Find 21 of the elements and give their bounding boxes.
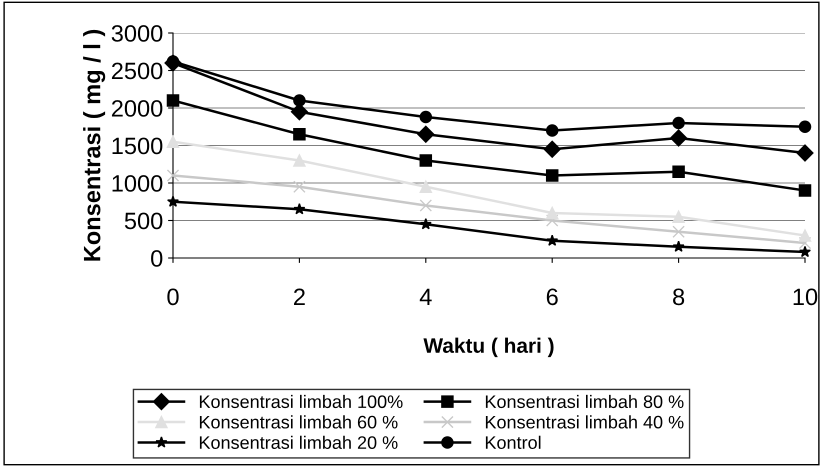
- x-tick-label: 6: [546, 288, 558, 306]
- x-tick-label: 4: [420, 288, 432, 305]
- legend-label: Kontrol: [486, 436, 540, 449]
- legend-label: Konsentrasi limbah 40 %: [486, 415, 684, 429]
- x-axis-title: Waktu ( hari ): [423, 338, 554, 358]
- y-tick-label: 3000: [112, 25, 162, 42]
- x-tick-label: 2: [294, 288, 305, 305]
- y-tick-label: 1000: [112, 175, 162, 192]
- legend-label: Konsentrasi limbah 60 %: [200, 415, 398, 429]
- y-tick-label: 0: [151, 250, 162, 267]
- x-tick-label: 10: [794, 288, 818, 306]
- y-tick-label: 1500: [112, 138, 162, 154]
- legend-label: Konsentrasi limbah 20 %: [200, 436, 398, 449]
- y-axis-title: Konsentrasi ( mg / l ): [83, 30, 106, 261]
- y-tick-label: 500: [124, 212, 162, 230]
- y-tick-label: 2500: [112, 62, 162, 80]
- x-tick-label: 8: [673, 288, 684, 306]
- x-tick-label: 0: [167, 288, 179, 306]
- legend-label: Konsentrasi limbah 100%: [200, 394, 403, 408]
- y-tick-label: 2000: [112, 100, 162, 117]
- legend-label: Konsentrasi limbah 80 %: [486, 394, 684, 408]
